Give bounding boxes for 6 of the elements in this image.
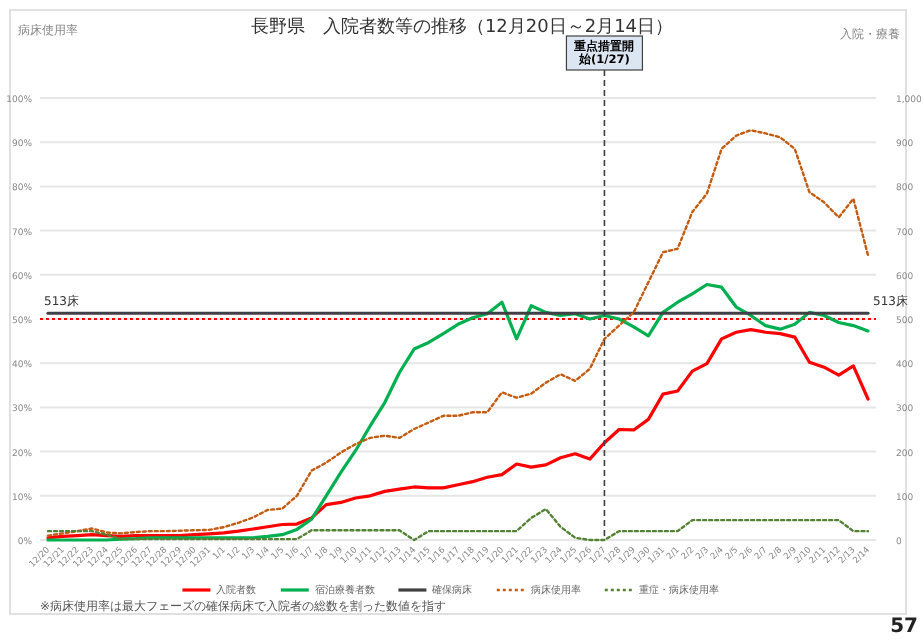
line-series [46, 129, 870, 537]
text: 57 [890, 616, 919, 638]
line-series [46, 507, 870, 542]
line-series [46, 282, 870, 542]
line-series [46, 328, 870, 540]
chart-title: 長野県 入院者数等の推移（12月20日～2月14日） [250, 16, 674, 38]
